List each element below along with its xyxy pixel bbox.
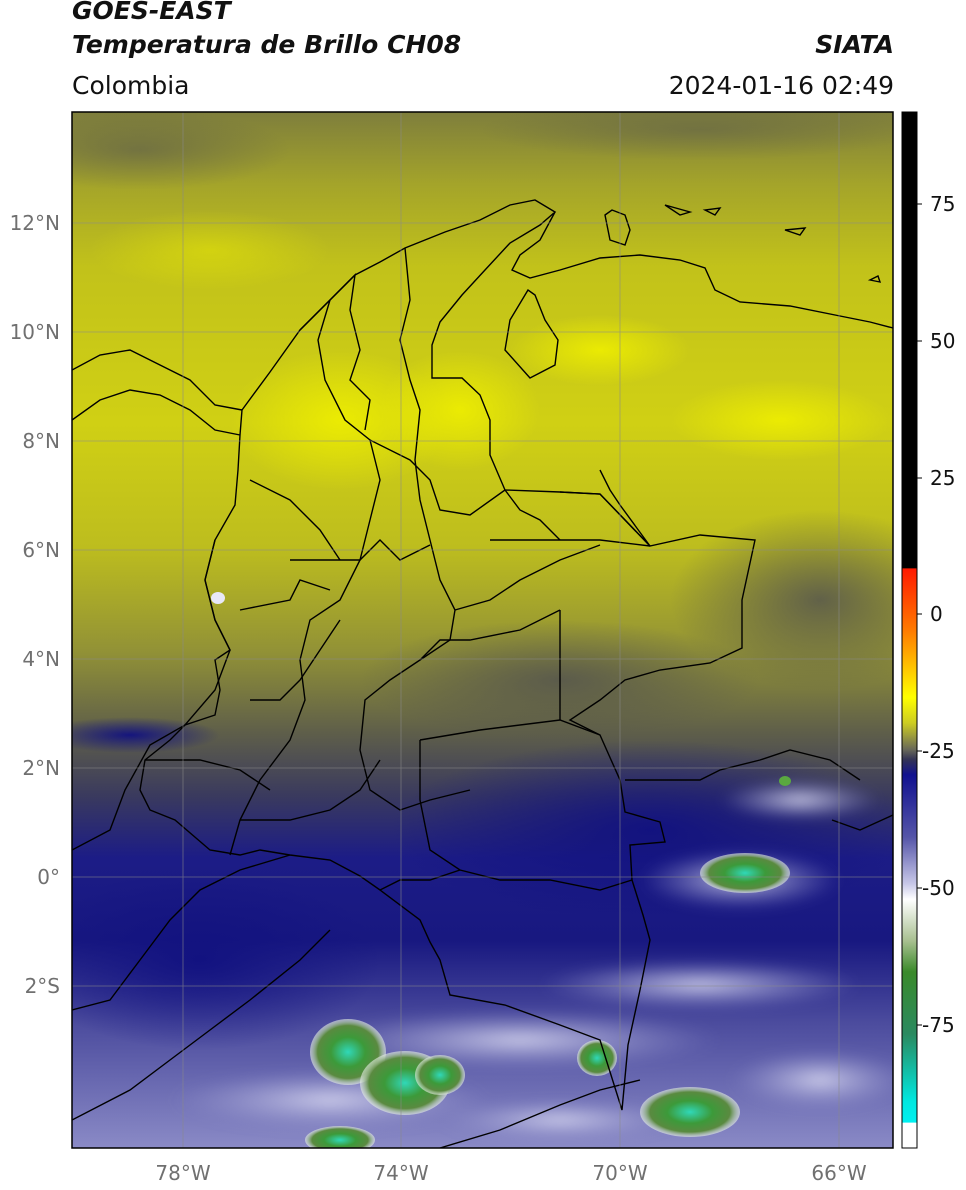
lat-tick-2s: 2°S (25, 974, 60, 998)
lat-tick-12n: 12°N (10, 211, 60, 235)
map-frame (71, 111, 894, 1149)
colorbar-tick-minus50: -50 (922, 876, 955, 900)
satellite-title: GOES-EAST (72, 0, 231, 25)
timestamp-label: 2024-01-16 02:49 (668, 71, 894, 100)
region-label: Colombia (72, 71, 190, 100)
brand-label: SIATA (815, 30, 894, 59)
lon-axis: 78°W 74°W 70°W 66°W (155, 1161, 866, 1185)
lat-tick-10n: 10°N (10, 320, 60, 344)
lat-tick-4n: 4°N (22, 647, 60, 671)
lon-tick-66w: 66°W (811, 1161, 866, 1185)
lon-tick-78w: 78°W (155, 1161, 210, 1185)
graticule (72, 112, 893, 1148)
product-title: Temperatura de Brillo CH08 (72, 30, 462, 59)
lat-axis: 12°N 10°N 8°N 6°N 4°N 2°N 0° 2°S (10, 211, 60, 998)
colorbar-tick-25: 25 (930, 466, 955, 490)
borders (72, 199, 893, 1148)
lat-tick-0: 0° (37, 865, 60, 889)
colorbar-tick-minus25: -25 (922, 739, 955, 763)
colorbar-tick-0: 0 (930, 602, 943, 626)
colorbar-tick-minus75: -75 (922, 1013, 955, 1037)
colorbar: 75 50 25 0 -25 -50 -75 (901, 111, 955, 1149)
colorbar-tick-75: 75 (930, 192, 955, 216)
lat-tick-2n: 2°N (22, 756, 60, 780)
colorbar-tick-50: 50 (930, 329, 955, 353)
lat-tick-6n: 6°N (22, 538, 60, 562)
lon-tick-70w: 70°W (592, 1161, 647, 1185)
colorbar-ramp (901, 111, 918, 1149)
lat-tick-8n: 8°N (22, 429, 60, 453)
brightness-temperature-field (72, 112, 893, 1148)
lon-tick-74w: 74°W (373, 1161, 428, 1185)
